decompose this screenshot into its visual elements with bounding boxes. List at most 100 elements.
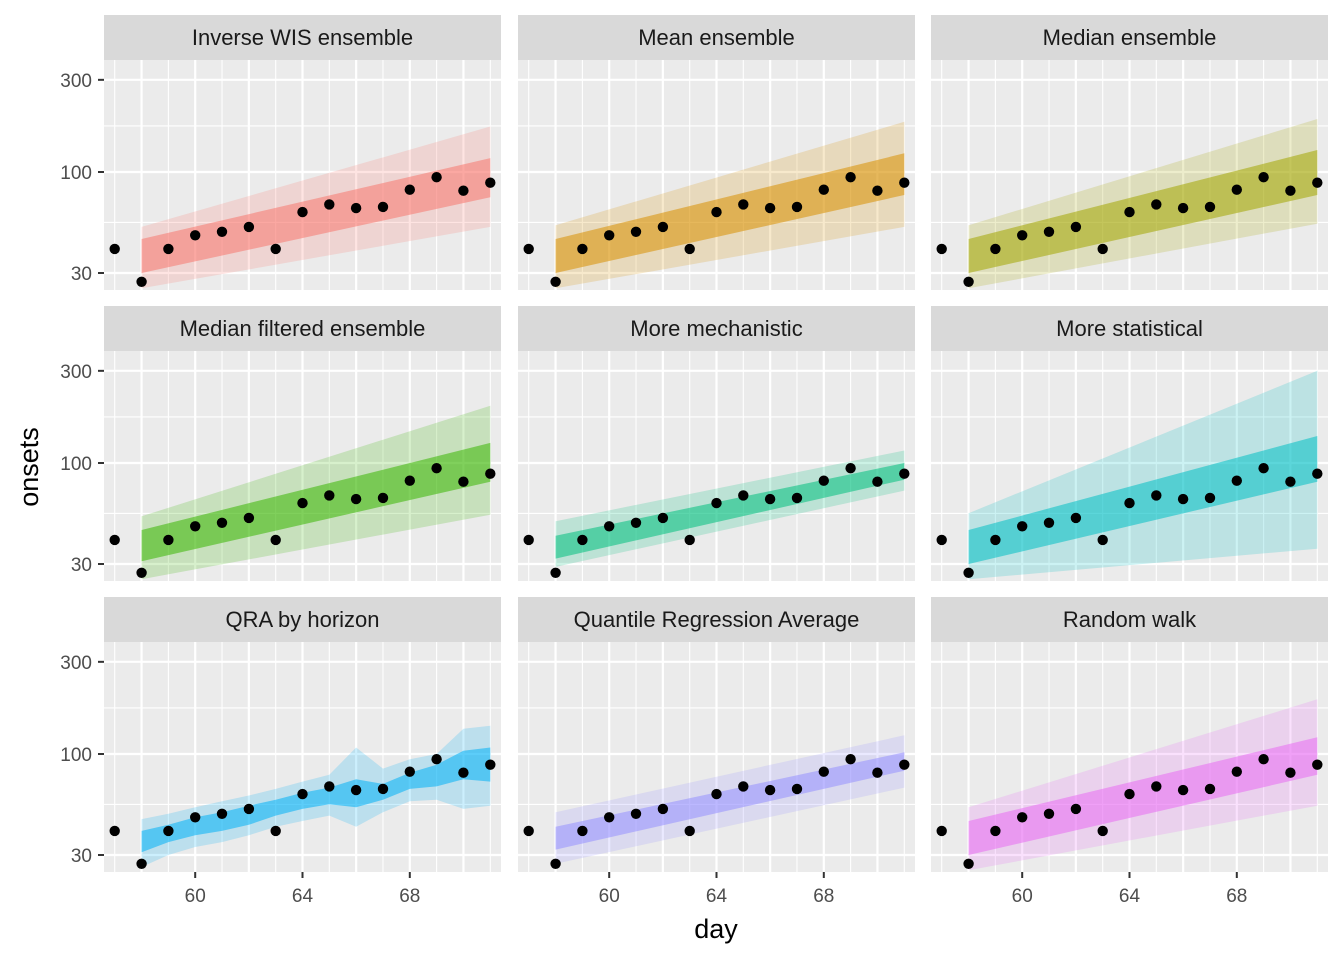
observation-point: [604, 230, 615, 241]
observation-point: [136, 276, 147, 287]
panel-3: Median ensemble: [931, 15, 1328, 290]
observation-point: [738, 781, 749, 792]
observation-point: [577, 243, 588, 255]
panels-layer: Inverse WIS ensemble 30 100 300 Mean ensembl…: [60, 15, 1328, 907]
observation-point: [216, 517, 228, 528]
observation-point: [630, 808, 642, 819]
observation-point: [657, 512, 669, 524]
observation-point: [350, 493, 362, 505]
observation-point: [270, 243, 281, 255]
observation-point: [818, 766, 829, 777]
observation-point: [764, 784, 776, 796]
observation-point: [1124, 788, 1135, 800]
interval-50-band: [968, 436, 1318, 564]
panel-title: QRA by horizon: [225, 607, 379, 632]
interval-50-band: [968, 150, 1318, 273]
observation-point: [297, 206, 308, 218]
observation-point: [431, 754, 442, 765]
observation-point: [818, 475, 829, 486]
interval-50-band: [141, 747, 491, 853]
observation-point: [1124, 206, 1135, 218]
observation-point: [523, 825, 534, 837]
observation-point: [1043, 226, 1055, 237]
panel-title: More statistical: [1056, 316, 1203, 341]
x-tick-label: 64: [292, 886, 314, 907]
panel-title: Inverse WIS ensemble: [192, 25, 413, 50]
observation-point: [109, 534, 120, 546]
observation-point: [1231, 475, 1243, 486]
observation-point: [431, 172, 442, 183]
observation-point: [1017, 521, 1028, 532]
observation-point: [963, 858, 974, 869]
observation-point: [1231, 184, 1243, 195]
interval-50-band: [141, 158, 491, 273]
observation-point: [324, 490, 335, 501]
observation-point: [899, 759, 910, 770]
observation-point: [550, 276, 561, 287]
observation-point: [163, 825, 174, 837]
observation-point: [738, 490, 749, 501]
observation-point: [324, 199, 335, 210]
observation-point: [1177, 493, 1189, 505]
observation-point: [791, 201, 803, 213]
observation-point: [936, 825, 947, 837]
observation-point: [350, 784, 362, 796]
y-tick-label: 300: [60, 653, 92, 674]
panel-strip: [931, 306, 1328, 351]
observation-point: [485, 468, 496, 479]
x-tick-label: 60: [1012, 886, 1033, 907]
observation-point: [872, 767, 883, 778]
observation-point: [1312, 177, 1323, 188]
x-tick-label: 64: [706, 886, 728, 907]
observation-point: [109, 825, 120, 837]
observation-point: [1017, 230, 1028, 241]
y-axis-title: onsets: [14, 427, 44, 507]
interval-50-band: [555, 153, 905, 273]
observation-point: [1177, 202, 1189, 214]
observation-point: [818, 184, 829, 195]
observation-point: [1097, 534, 1108, 546]
y-tick-label: 30: [71, 846, 92, 867]
observation-point: [577, 825, 588, 837]
observation-point: [711, 497, 722, 509]
observation-point: [1285, 767, 1296, 778]
observation-point: [377, 492, 389, 504]
panel-6: More statistical: [931, 306, 1328, 581]
observation-point: [845, 754, 856, 765]
observation-point: [243, 221, 255, 233]
observation-point: [963, 276, 974, 287]
observation-point: [163, 243, 174, 255]
observation-point: [845, 172, 856, 183]
panel-strip: [931, 15, 1328, 60]
interval-50-band: [555, 752, 905, 850]
interval-50-band: [555, 463, 905, 559]
observation-point: [458, 767, 469, 778]
observation-point: [1204, 201, 1216, 213]
panel-title: Mean ensemble: [638, 25, 795, 50]
y-tick-label: 100: [60, 454, 92, 475]
observation-point: [109, 243, 120, 255]
observation-point: [684, 825, 695, 837]
observation-point: [936, 534, 947, 546]
observation-point: [684, 243, 695, 255]
observation-point: [431, 463, 442, 474]
observation-point: [1204, 783, 1216, 795]
observation-point: [1285, 185, 1296, 196]
panel-strip: [104, 597, 501, 642]
y-tick-label: 300: [60, 71, 92, 92]
observation-point: [550, 858, 561, 869]
observation-point: [1258, 172, 1269, 183]
observation-point: [936, 243, 947, 255]
x-tick-label: 68: [399, 886, 420, 907]
observation-point: [377, 783, 389, 795]
observation-point: [523, 243, 534, 255]
observation-point: [845, 463, 856, 474]
observation-point: [297, 497, 308, 509]
observation-point: [1285, 476, 1296, 487]
observation-point: [1017, 812, 1028, 823]
observation-point: [243, 803, 255, 815]
observation-point: [604, 521, 615, 532]
observation-point: [523, 534, 534, 546]
observation-point: [270, 825, 281, 837]
observation-point: [485, 177, 496, 188]
